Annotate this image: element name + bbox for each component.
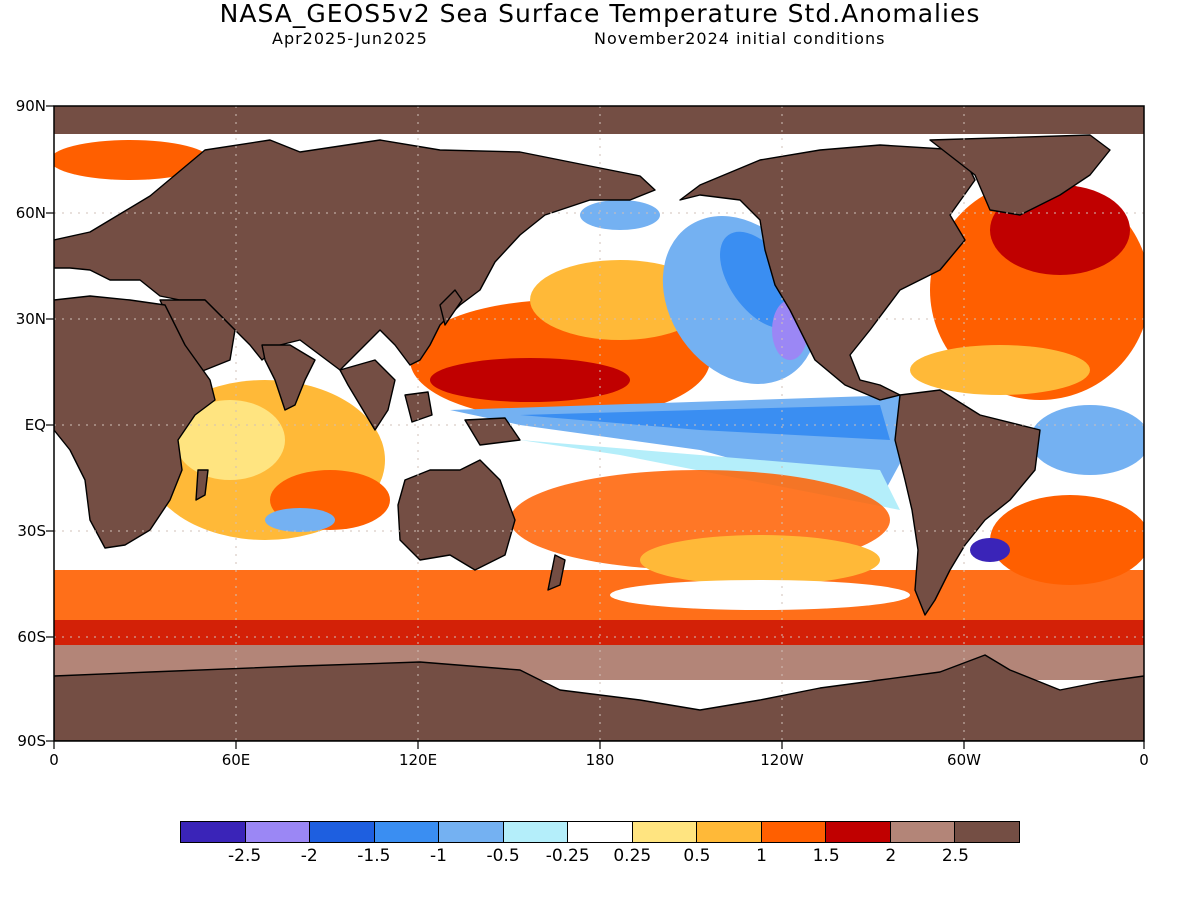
colorbar-swatch	[568, 822, 633, 842]
lon-label-60w: 60W	[947, 751, 981, 769]
colorbar-tick-label: 1	[756, 846, 767, 866]
north-atlantic-mild	[910, 345, 1090, 395]
colorbar-tick-label: -0.5	[486, 846, 520, 866]
colorbar-swatch	[632, 822, 698, 842]
colorbar-tick-label: -1.5	[357, 846, 391, 866]
colorbar-swatch	[181, 822, 246, 842]
land-masses	[54, 106, 1144, 741]
borneo	[404, 391, 433, 423]
barents-warm	[54, 140, 210, 180]
lon-label-0: 0	[49, 751, 59, 769]
colorbar-tick-label: -2	[300, 846, 318, 866]
south-atlantic-warm	[990, 495, 1144, 585]
equatorial-atlantic-cool	[1030, 405, 1144, 475]
colorbar	[180, 821, 1020, 843]
colorbar-swatch	[439, 822, 504, 842]
south-pacific-mild	[640, 535, 880, 585]
graticule	[54, 106, 1144, 741]
arctic-cap	[54, 106, 1144, 134]
lat-label-90s: 90S	[17, 732, 46, 750]
colorbar-tick-label: -2.5	[228, 846, 262, 866]
south-pacific-white	[610, 580, 910, 610]
colorbar-swatch	[955, 822, 1019, 842]
lat-label-30s: 30S	[17, 522, 46, 540]
equatorial-cool-edge	[520, 440, 900, 510]
japan	[439, 289, 463, 326]
greenland	[929, 134, 1111, 216]
forecast-period: Apr2025-Jun2025	[272, 29, 428, 48]
indian-ocean-cool	[265, 508, 335, 532]
colorbar-swatch	[503, 822, 569, 842]
lon-label-120e: 120E	[398, 751, 438, 769]
map-title: NASA_GEOS5v2 Sea Surface Temperature Std…	[219, 0, 981, 28]
australia	[397, 459, 516, 571]
lon-label-180: 180	[585, 751, 615, 769]
indochina	[339, 359, 396, 431]
antarctica	[54, 654, 1144, 741]
lon-label-60e: 60E	[221, 751, 251, 769]
colorbar-tick-label: 0.25	[613, 846, 652, 866]
colorbar-tick-label: 2.5	[941, 846, 969, 866]
madagascar	[195, 469, 209, 501]
colorbar-tick-label: 0.5	[683, 846, 711, 866]
south-atlantic-cool	[970, 538, 1010, 562]
colorbar-swatch	[697, 822, 762, 842]
indian-ocean-mild	[175, 400, 285, 480]
colorbar-swatch	[310, 822, 375, 842]
new-zealand	[547, 554, 566, 591]
colorbar-tick-label: -1	[429, 846, 447, 866]
colorbar-tick-label: 1.5	[812, 846, 840, 866]
colorbar-swatch	[826, 822, 891, 842]
lat-label-60s: 60S	[17, 628, 46, 646]
india	[261, 344, 316, 411]
lon-label-120w: 120W	[760, 751, 804, 769]
africa	[54, 295, 216, 549]
south-america	[894, 389, 1041, 616]
lon-label-0-east: 0	[1139, 751, 1149, 769]
lat-label-30n: 30N	[15, 310, 46, 328]
colorbar-swatch	[374, 822, 440, 842]
bering-cool	[580, 200, 660, 230]
west-pacific-hot	[430, 358, 630, 402]
axis-ticks	[46, 105, 1145, 749]
lat-label-60n: 60N	[15, 204, 46, 222]
colorbar-swatch	[245, 822, 311, 842]
equatorial-cold-core	[520, 405, 890, 440]
lat-label-eq: EQ	[24, 416, 46, 434]
lat-label-90n: 90N	[15, 97, 46, 115]
colorbar-tick-label: 2	[885, 846, 897, 866]
colorbar-swatch	[761, 822, 827, 842]
colorbar-tick-label: -0.25	[545, 846, 590, 866]
initial-conditions: November2024 initial conditions	[594, 29, 886, 48]
map-frame	[53, 105, 1145, 742]
north-pacific-cooler	[720, 231, 800, 329]
colorbar-swatch	[890, 822, 956, 842]
